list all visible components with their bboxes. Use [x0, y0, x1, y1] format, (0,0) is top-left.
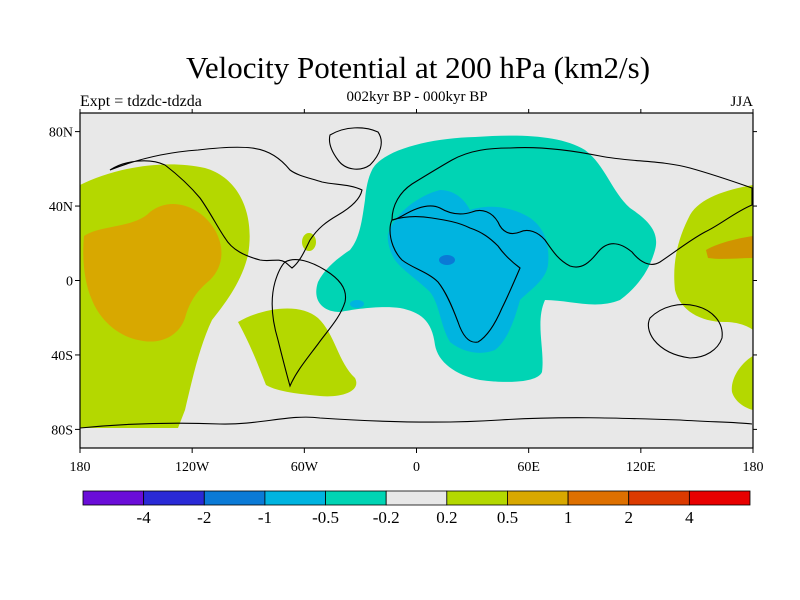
west-pacific-positive-core — [706, 236, 753, 259]
coastline-eurasia — [391, 146, 753, 268]
lat-tick-label: 80S — [51, 423, 73, 438]
colorbar: -4 -2 -1 -0.5 -0.2 0.2 0.5 1 2 4 — [82, 490, 751, 527]
lat-tick-label: 0 — [66, 275, 73, 290]
season-label: JJA — [730, 94, 753, 110]
colorbar-label: 0.2 — [436, 508, 457, 527]
africa-negative-core — [387, 190, 549, 353]
lon-tick-label: 60W — [291, 460, 319, 475]
colorbar-swatch — [82, 490, 145, 506]
colorbar-label: -1 — [258, 508, 272, 527]
longitude-axis: 180 120W 60W 0 60E 120E 180 — [70, 109, 764, 475]
colorbar-swatch — [446, 490, 508, 506]
southwest-pacific-positive-region — [731, 356, 753, 410]
lon-tick-label: 60E — [517, 460, 540, 475]
lat-tick-label: 40N — [49, 200, 73, 215]
lon-tick-label: 0 — [413, 460, 420, 475]
colorbar-swatch — [507, 490, 569, 506]
colorbar-swatch — [385, 490, 448, 506]
coastline-greenland — [328, 127, 382, 170]
lat-tick-label: 80N — [49, 126, 73, 141]
west-africa-negative-blob — [350, 300, 364, 308]
colorbar-swatch — [264, 490, 326, 506]
colorbar-swatch — [143, 490, 205, 506]
coastline-antarctica — [80, 416, 753, 429]
south-atlantic-positive-region — [238, 308, 357, 397]
colorbar-label: 2 — [624, 508, 633, 527]
colorbar-swatch — [628, 490, 690, 506]
contour-fill-layer — [80, 135, 753, 428]
colorbar-label: 0.5 — [497, 508, 518, 527]
colorbar-label: -4 — [137, 508, 152, 527]
coastline-australia — [647, 303, 723, 359]
coastline-africa — [389, 216, 521, 343]
subtitle: 002kyr BP - 000kyr BP — [346, 89, 488, 105]
lat-tick-label: 40S — [51, 349, 73, 364]
coastline-north-america — [109, 146, 363, 269]
lon-tick-label: 180 — [70, 460, 91, 475]
page-title: Velocity Potential at 200 hPa (km2/s) — [185, 50, 651, 85]
colorbar-label: 4 — [685, 508, 694, 527]
colorbar-label: -2 — [197, 508, 211, 527]
coastline-south-america — [271, 259, 347, 388]
sahel-negative-center — [439, 255, 455, 265]
latitude-axis: 80N 40N 0 40S 80S — [49, 126, 757, 438]
colorbar-swatch — [325, 490, 387, 506]
colorbar-swatch — [567, 490, 630, 506]
colorbar-label: -0.5 — [312, 508, 339, 527]
experiment-label: Expt = tdzdc-tdzda — [80, 93, 202, 110]
lon-tick-label: 120W — [175, 460, 210, 475]
colorbar-label: -0.2 — [373, 508, 400, 527]
lon-tick-label: 180 — [743, 460, 764, 475]
colorbar-swatch — [688, 490, 751, 506]
colorbar-label: 1 — [564, 508, 573, 527]
coastlines — [80, 127, 753, 429]
pacific-positive-core — [83, 203, 222, 342]
lon-tick-label: 120E — [626, 460, 656, 475]
colorbar-swatch — [203, 490, 266, 506]
